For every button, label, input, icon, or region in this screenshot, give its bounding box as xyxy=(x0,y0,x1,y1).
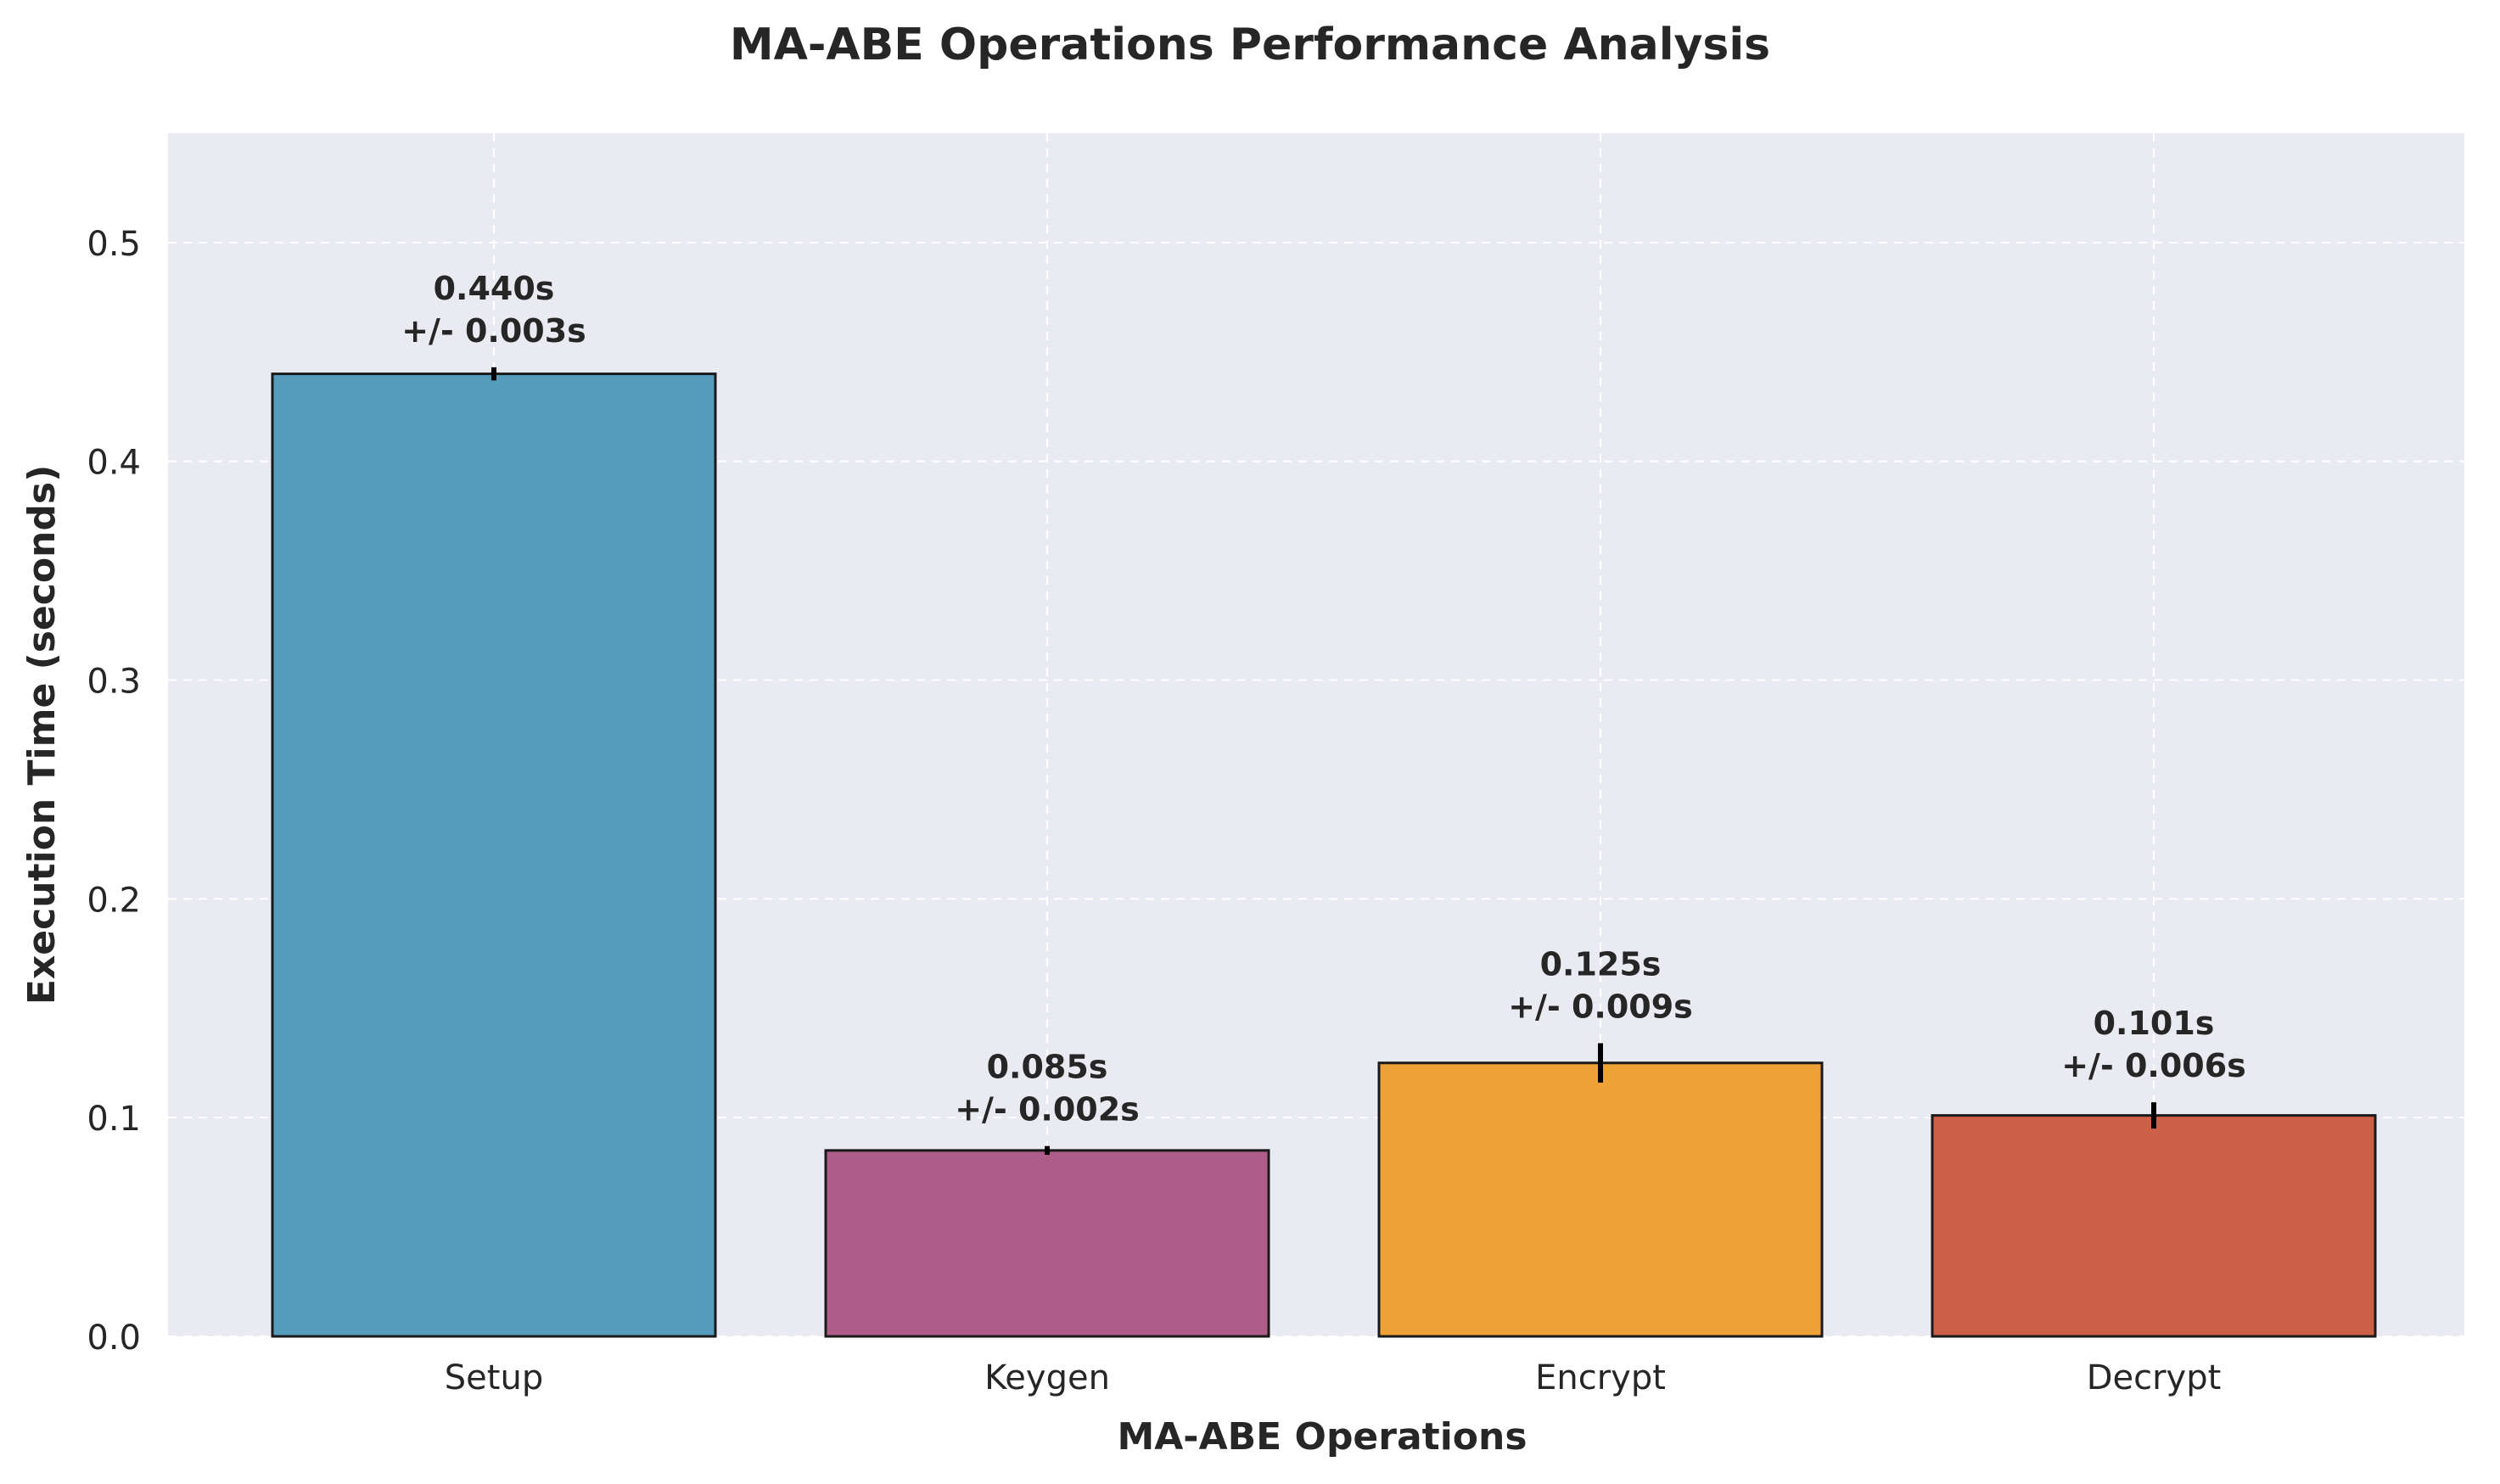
error-label-encrypt: +/- 0.009s xyxy=(1508,988,1693,1026)
bar-keygen xyxy=(824,1149,1270,1338)
value-label-keygen: 0.085s xyxy=(987,1049,1108,1086)
bars-layer xyxy=(271,372,2377,1338)
x-tick-label-encrypt: Encrypt xyxy=(1535,1358,1666,1397)
x-axis-title: MA-ABE Operations xyxy=(1117,1415,1527,1459)
x-tick-label-decrypt: Decrypt xyxy=(2087,1358,2222,1397)
x-tick-label-keygen: Keygen xyxy=(984,1358,1110,1397)
value-labels-layer: 0.440s +/- 0.003s 0.085s +/- 0.002s 0.125s +/… xyxy=(401,270,2246,1128)
y-tick-label: 0.1 xyxy=(87,1100,141,1139)
chart-title: MA-ABE Operations Performance Analysis xyxy=(730,20,1770,70)
value-label-decrypt: 0.101s xyxy=(2094,1005,2215,1042)
value-label-setup: 0.440s xyxy=(434,270,555,307)
y-tick-label: 0.3 xyxy=(87,663,141,702)
error-label-decrypt: +/- 0.006s xyxy=(2061,1047,2246,1084)
error-bars-layer xyxy=(491,367,2156,1156)
x-tick-label-setup: Setup xyxy=(445,1358,543,1397)
bar-encrypt xyxy=(1377,1061,1824,1338)
error-label-keygen: +/- 0.002s xyxy=(955,1091,1140,1128)
y-tick-label: 0.0 xyxy=(87,1319,141,1358)
y-tick-label: 0.2 xyxy=(87,881,141,920)
error-label-setup: +/- 0.003s xyxy=(401,312,586,350)
value-label-encrypt: 0.125s xyxy=(1540,946,1662,983)
y-tick-label: 0.5 xyxy=(87,225,141,264)
x-axis: Setup Keygen Encrypt Decrypt xyxy=(445,1358,2222,1397)
bar-decrypt xyxy=(1931,1114,2377,1338)
y-axis: 0.0 0.1 0.2 0.3 0.4 0.5 xyxy=(87,225,141,1358)
y-tick-label: 0.4 xyxy=(87,444,141,483)
bar-setup xyxy=(271,372,717,1338)
y-axis-title: Execution Time (seconds) xyxy=(20,465,64,1005)
